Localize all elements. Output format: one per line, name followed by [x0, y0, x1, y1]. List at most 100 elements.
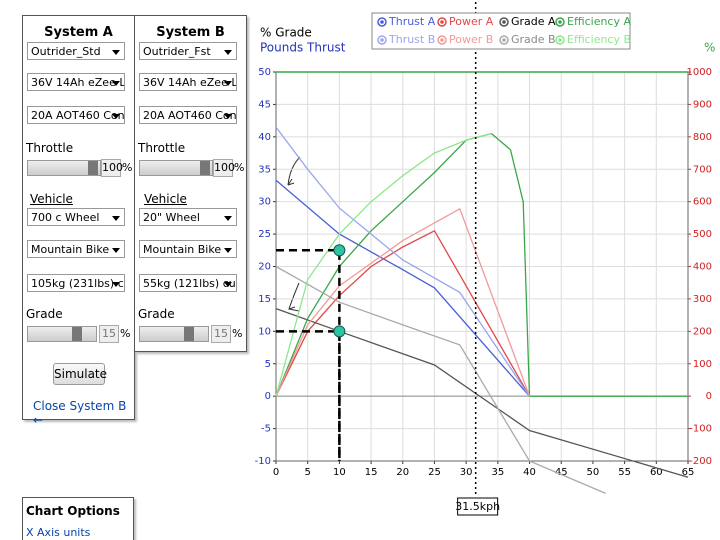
throttle-value[interactable]: 100: [101, 159, 123, 177]
series-line: [275, 126, 531, 397]
grade-value[interactable]: 15: [211, 325, 231, 343]
y2-tick-label: -100: [689, 424, 712, 435]
y-tick-label: -10: [255, 456, 271, 467]
x-tick-label: 5: [305, 467, 311, 478]
x-tick-label: 10: [333, 467, 346, 478]
y-tick-label: 35: [258, 164, 271, 175]
y2-tick-label: 1000: [687, 67, 712, 78]
legend-label: Thrust A: [388, 15, 436, 28]
pen-mark: [287, 156, 301, 186]
y2-tick-label: 900: [693, 99, 712, 110]
system-b-panel: System B Outrider_Fst 36V 14Ah eZee Li 2…: [134, 15, 247, 352]
grade-slider[interactable]: [27, 326, 97, 342]
series-line: [275, 265, 606, 494]
marker: [333, 244, 346, 257]
legend-label: Power A: [449, 15, 494, 28]
y2-tick-label: -200: [689, 456, 712, 467]
legend-symbol: [380, 38, 384, 42]
system-a-panel: System A Outrider_Std 36V 14Ah eZee Li 2…: [22, 15, 135, 427]
unit: %: [120, 327, 131, 340]
y-axis-label: Pounds Thrust: [260, 41, 346, 55]
battery-select[interactable]: 36V 14Ah eZee Li: [139, 73, 237, 91]
y-tick-label: -5: [261, 424, 271, 435]
legend-label: Grade B: [511, 33, 556, 46]
x-tick-label: 25: [428, 467, 441, 478]
label: Throttle: [138, 141, 186, 155]
y-tick-label: 50: [258, 67, 271, 78]
y2-tick-label: 600: [693, 197, 712, 208]
y-axis-label: % Grade: [260, 26, 312, 40]
series-line: [275, 132, 688, 397]
throttle-slider[interactable]: [27, 160, 101, 176]
legend-label: Grade A: [511, 15, 556, 28]
x-tick-label: 60: [650, 467, 663, 478]
legend-label: Thrust B: [388, 33, 435, 46]
series-line: [275, 132, 492, 397]
bike-select[interactable]: Mountain Bike: [27, 240, 125, 258]
x-tick-label: 40: [523, 467, 536, 478]
y2-tick-label: 300: [693, 294, 712, 305]
wheel-select[interactable]: 20" Wheel: [139, 208, 237, 226]
panel-title: Chart Options: [26, 504, 120, 518]
y2-tick-label: 500: [693, 229, 712, 240]
series-line: [275, 207, 531, 397]
marker: [333, 325, 346, 338]
x-units-link[interactable]: X Axis units: [26, 526, 91, 539]
series-line: [275, 179, 530, 397]
legend-label: Efficiency A: [567, 15, 631, 28]
bike-select[interactable]: Mountain Bike: [139, 240, 237, 258]
unit: %: [232, 327, 243, 340]
y-tick-label: 10: [258, 326, 271, 337]
label: Grade: [26, 307, 63, 321]
x-tick-label: 15: [365, 467, 378, 478]
simulate-button[interactable]: Simulate: [53, 363, 107, 385]
cursor-label-box: [457, 497, 499, 516]
legend-symbol: [440, 38, 444, 42]
wheel-select[interactable]: 700 c Wheel: [27, 208, 125, 226]
y-tick-label: 5: [265, 359, 271, 370]
panel-title: System B: [156, 25, 225, 40]
throttle-slider[interactable]: [139, 160, 213, 176]
y-tick-label: 25: [258, 229, 271, 240]
motor-select[interactable]: Outrider_Std: [27, 42, 125, 60]
close-link[interactable]: Close System B ←: [33, 399, 127, 427]
x-tick-label: 55: [618, 467, 631, 478]
weight-select[interactable]: 105kg (231lbs) cu: [27, 274, 125, 292]
motor-select[interactable]: Outrider_Fst: [139, 42, 237, 60]
y-tick-label: 45: [258, 99, 271, 110]
legend-symbol: [502, 20, 506, 24]
y-tick-label: 15: [258, 294, 271, 305]
panel-title: System A: [44, 25, 113, 40]
y-tick-label: 20: [258, 262, 271, 273]
y2-axis-label: %: [704, 41, 715, 55]
legend-symbol: [558, 20, 562, 24]
grade-slider[interactable]: [139, 326, 209, 342]
throttle-value[interactable]: 100: [213, 159, 235, 177]
x-tick-label: 30: [460, 467, 473, 478]
chart-options-panel: Chart Options X Axis units: [22, 497, 134, 540]
legend-symbol: [558, 38, 562, 42]
unit: %: [122, 161, 133, 174]
battery-select[interactable]: 36V 14Ah eZee Li: [27, 73, 125, 91]
y-tick-label: 0: [265, 391, 271, 402]
label: Throttle: [26, 141, 74, 155]
label: Grade: [138, 307, 175, 321]
legend-label: Power B: [449, 33, 493, 46]
guide-line: [276, 330, 341, 461]
y2-tick-label: 0: [706, 391, 712, 402]
weight-select[interactable]: 55kg (121lbs) cus: [139, 274, 237, 292]
controller-select[interactable]: 20A AOT460 Conf: [139, 106, 237, 124]
x-tick-label: 20: [396, 467, 409, 478]
legend-symbol: [502, 38, 506, 42]
x-tick-label: 0: [273, 467, 279, 478]
pen-mark: [288, 282, 300, 312]
y-tick-label: 30: [258, 197, 271, 208]
unit: %: [234, 161, 245, 174]
grade-value[interactable]: 15: [99, 325, 119, 343]
y2-tick-label: 200: [693, 326, 712, 337]
legend-symbol: [380, 20, 384, 24]
y2-tick-label: 400: [693, 262, 712, 273]
controller-select[interactable]: 20A AOT460 Conf: [27, 106, 125, 124]
